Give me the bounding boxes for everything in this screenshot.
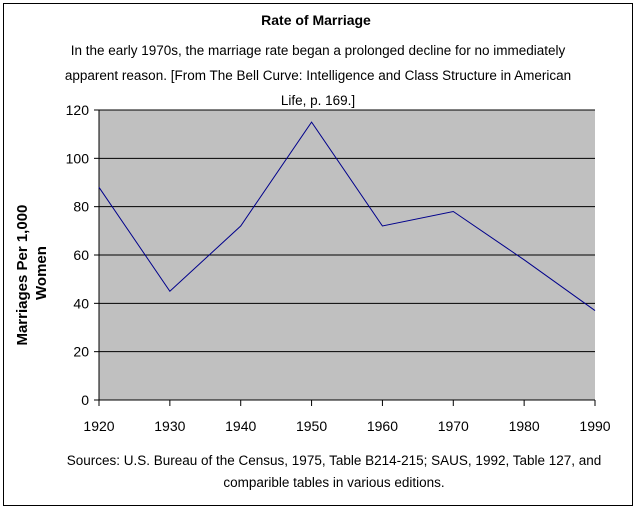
x-tick-label: 1970 xyxy=(438,418,469,434)
y-tick-label: 40 xyxy=(73,295,89,311)
y-tick-label: 120 xyxy=(66,102,90,118)
x-tick-label: 1930 xyxy=(154,418,185,434)
x-tick-label: 1950 xyxy=(296,418,327,434)
y-axis-label-line-1: Marriages Per 1,000 xyxy=(14,205,31,346)
x-tick-label: 1960 xyxy=(367,418,398,434)
series-line xyxy=(98,121,596,311)
y-tick-label: 80 xyxy=(73,199,89,215)
x-tick-label: 1920 xyxy=(83,418,114,434)
x-tick-label: 1980 xyxy=(509,418,540,434)
x-tick-label: 1940 xyxy=(225,418,256,434)
chart-title: Rate of Marriage xyxy=(261,12,371,28)
y-tick-label: 0 xyxy=(81,392,89,408)
x-axis-ticks: 1920 1930 1940 1950 1960 1970 1980 1990 xyxy=(83,400,611,434)
gridlines xyxy=(99,109,595,353)
series-group xyxy=(98,121,596,311)
y-tick-label: 60 xyxy=(73,247,89,263)
y-tick-label: 20 xyxy=(73,344,89,360)
y-axis-ticks: 0 20 40 60 80 100 120 xyxy=(66,102,99,408)
y-axis-label: Marriages Per 1,000 Women xyxy=(14,200,50,345)
chart-subtitle: In the early 1970s, the marriage rate be… xyxy=(64,43,572,108)
x-tick-label: 1990 xyxy=(579,418,610,434)
y-tick-label: 100 xyxy=(66,150,90,166)
chart-sources: Sources: U.S. Bureau of the Census, 1975… xyxy=(66,453,602,490)
y-axis-label-line-2: Women xyxy=(33,246,50,300)
